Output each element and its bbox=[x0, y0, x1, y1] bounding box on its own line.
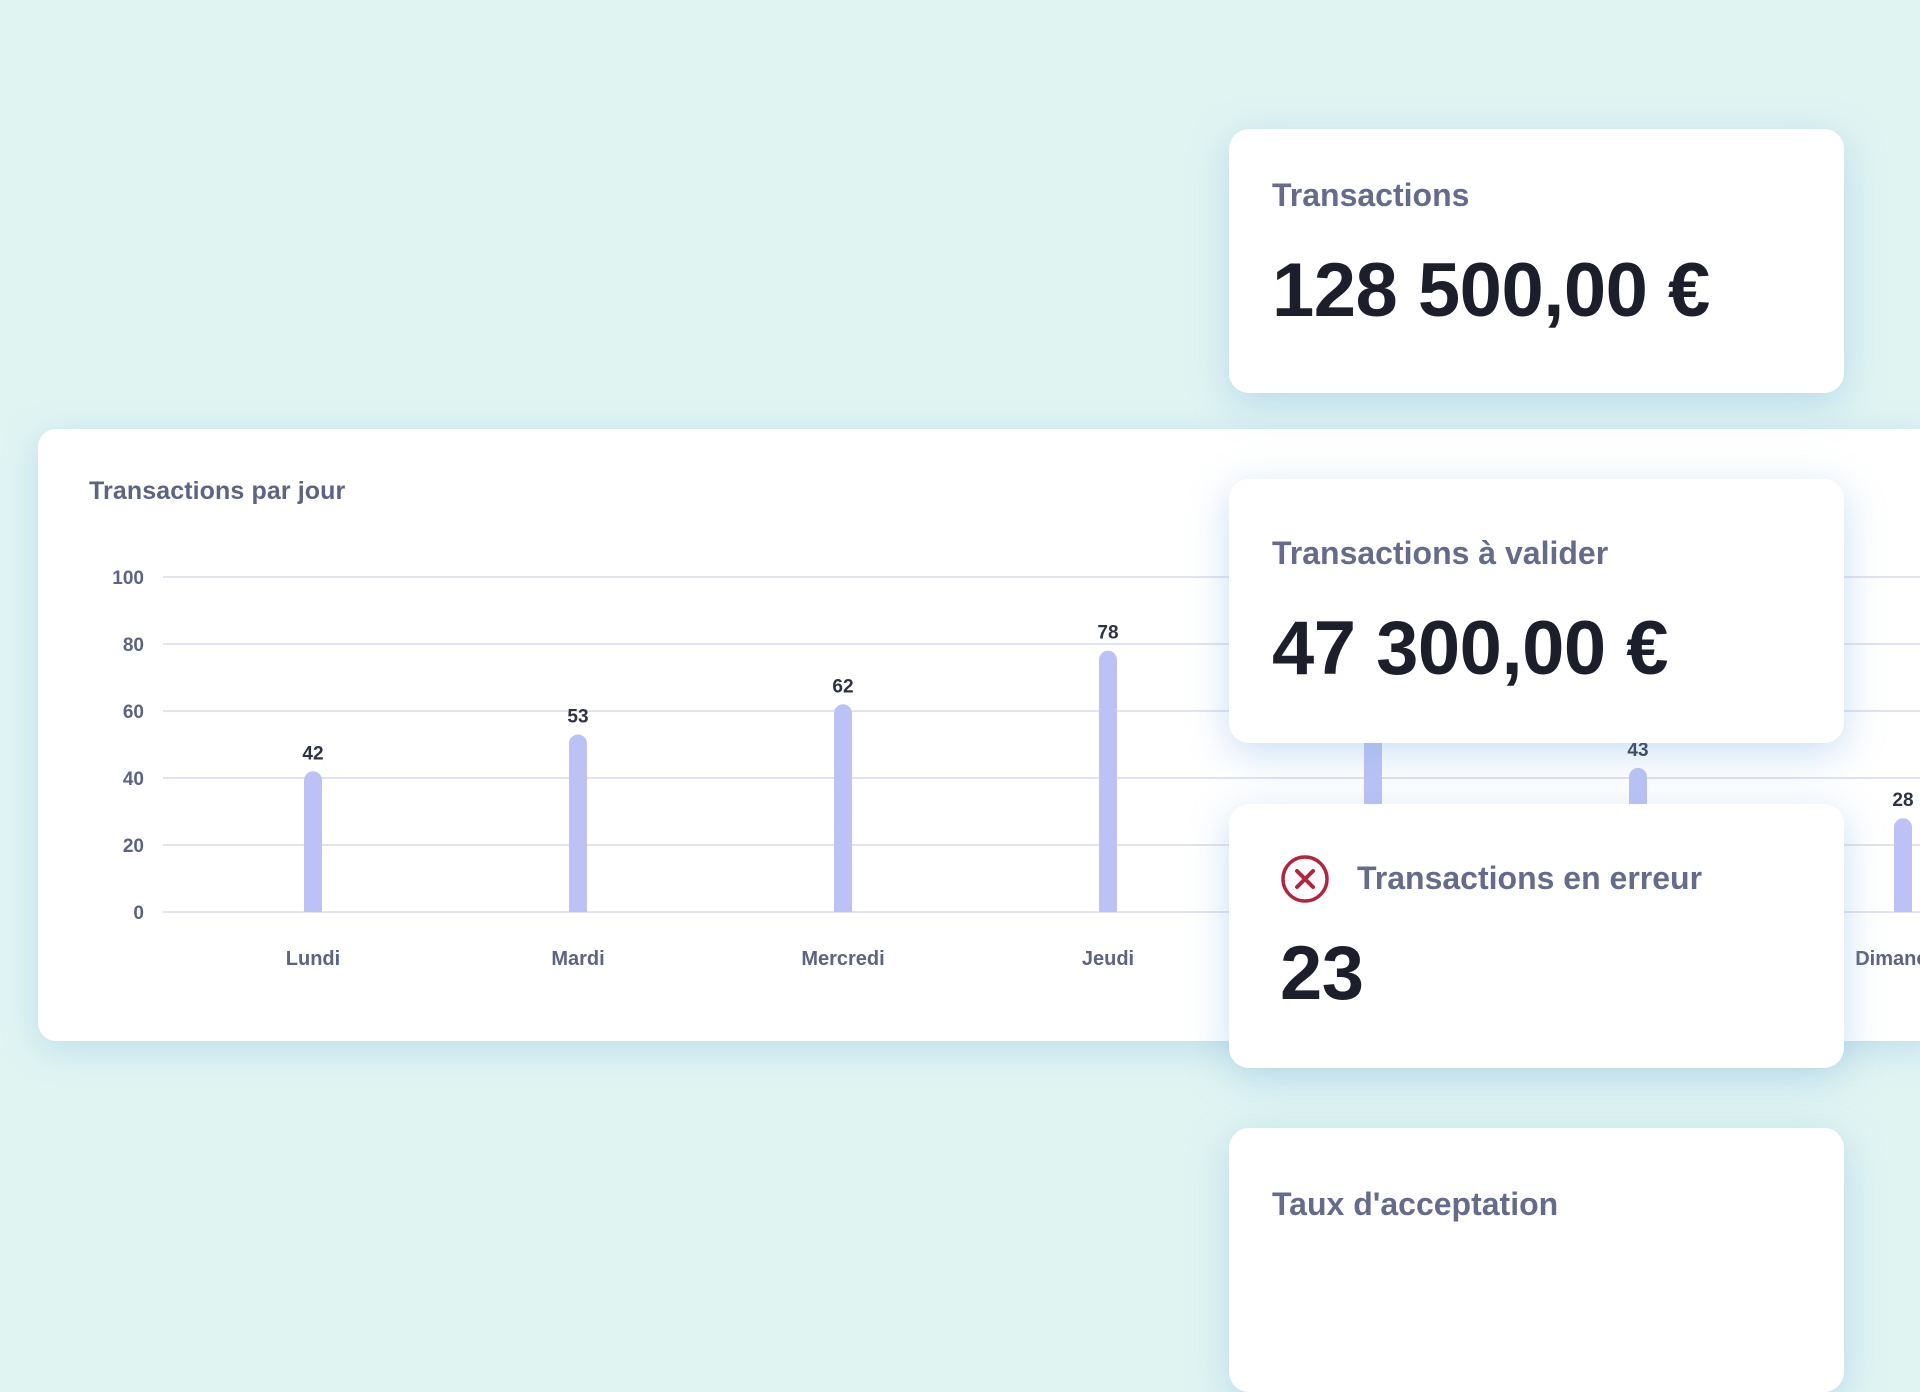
bar-base bbox=[1099, 903, 1117, 912]
y-tick-label: 20 bbox=[123, 836, 144, 857]
x-category-label: Jeudi bbox=[1082, 948, 1134, 970]
bar bbox=[1099, 650, 1117, 912]
x-category-label: Dimanche bbox=[1855, 948, 1920, 970]
kpi-card-transactions[interactable]: Transactions 128 500,00 € bbox=[1229, 129, 1844, 393]
y-tick-label: 60 bbox=[123, 702, 144, 723]
bar-base bbox=[304, 903, 322, 912]
bar-value-label: 28 bbox=[1892, 790, 1913, 811]
kpi-card-transactions-in-error[interactable]: Transactions en erreur 23 bbox=[1229, 804, 1844, 1068]
y-tick-label: 80 bbox=[123, 635, 144, 656]
kpi-value: 23 bbox=[1280, 931, 1364, 1016]
bar-value-label: 78 bbox=[1097, 623, 1118, 644]
kpi-label: Transactions bbox=[1272, 177, 1470, 213]
bar-value-label: 42 bbox=[302, 743, 323, 764]
bar-value-label: 43 bbox=[1627, 740, 1648, 761]
y-tick-label: 40 bbox=[123, 769, 144, 790]
bar bbox=[569, 734, 587, 912]
y-tick-label: 100 bbox=[112, 568, 144, 589]
chart-title: Transactions par jour bbox=[89, 477, 346, 505]
x-category-label: Lundi bbox=[286, 948, 340, 970]
x-category-label: Mercredi bbox=[801, 948, 884, 970]
bar-base bbox=[569, 903, 587, 912]
kpi-label: Taux d'acceptation bbox=[1272, 1186, 1559, 1222]
bar-value-label: 53 bbox=[567, 706, 588, 727]
kpi-card-transactions-to-validate[interactable]: Transactions à valider 47 300,00 € bbox=[1229, 479, 1844, 743]
bar-base bbox=[834, 903, 852, 912]
kpi-value: 128 500,00 € bbox=[1272, 248, 1710, 333]
error-circle-x-icon bbox=[1281, 855, 1329, 903]
kpi-label: Transactions à valider bbox=[1272, 535, 1609, 571]
bar bbox=[1894, 818, 1912, 912]
bar-value-label: 62 bbox=[832, 676, 853, 697]
bar bbox=[834, 704, 852, 912]
bar-base bbox=[1894, 903, 1912, 912]
y-tick-label: 0 bbox=[133, 903, 144, 924]
bar bbox=[304, 771, 322, 912]
kpi-value: 47 300,00 € bbox=[1272, 606, 1669, 691]
x-category-label: Mardi bbox=[551, 948, 604, 970]
kpi-card-acceptance-rate[interactable]: Taux d'acceptation bbox=[1229, 1128, 1844, 1392]
kpi-label: Transactions en erreur bbox=[1357, 860, 1703, 896]
